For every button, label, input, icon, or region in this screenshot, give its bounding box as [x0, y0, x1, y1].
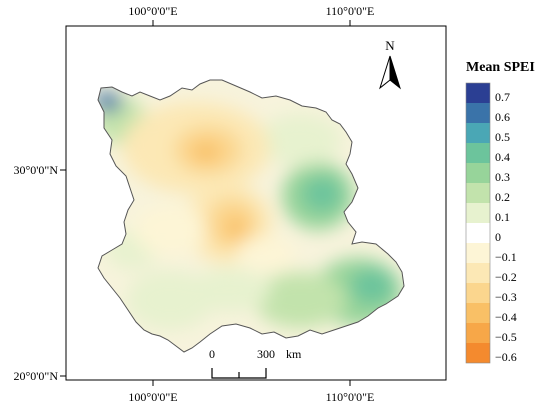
graticule-ticks: [60, 20, 351, 386]
scale-label-300: 300: [257, 347, 275, 361]
legend-label: 0.5: [495, 130, 510, 144]
legend-label: −0.2: [495, 270, 517, 284]
legend-swatches: [465, 82, 491, 364]
legend-swatch: [466, 223, 490, 243]
legend-swatch: [466, 143, 490, 163]
legend-label: 0.7: [495, 90, 510, 104]
legend-swatch: [466, 163, 490, 183]
bottom-lon-label-100: 100°0'0"E: [128, 390, 177, 404]
north-letter: N: [385, 38, 395, 53]
top-lon-label-110: 110°0'0"E: [326, 4, 375, 18]
legend-label: 0: [495, 230, 501, 244]
legend-label: 0.2: [495, 190, 510, 204]
legend-swatch: [466, 103, 490, 123]
bottom-lon-label-110: 110°0'0"E: [326, 390, 375, 404]
legend-swatch: [466, 343, 490, 363]
legend-swatch: [466, 83, 490, 103]
top-lon-label-100: 100°0'0"E: [128, 4, 177, 18]
left-lat-label-30: 30°0'0"N: [13, 163, 58, 177]
scale-label-0: 0: [209, 347, 215, 361]
legend-swatch: [466, 243, 490, 263]
legend-swatch: [466, 123, 490, 143]
north-arrow-icon: N: [379, 38, 401, 90]
legend-label: 0.3: [495, 170, 510, 184]
legend-label: 0.1: [495, 210, 510, 224]
legend-labels: 0.7 0.6 0.5 0.4 0.3 0.2 0.1 0 −0.1 −0.2 −0.3 −0.4 −0…: [495, 90, 517, 364]
legend-title: Mean SPEI: [466, 60, 535, 75]
legend-label: 0.6: [495, 110, 510, 124]
scale-bar: 0 300 km: [209, 347, 302, 379]
legend-swatch: [466, 183, 490, 203]
legend-label: −0.6: [495, 350, 517, 364]
legend-swatch: [466, 283, 490, 303]
legend-label: −0.5: [495, 330, 517, 344]
legend-label: 0.4: [495, 150, 510, 164]
legend-swatch: [466, 323, 490, 343]
left-lat-label-20: 20°0'0"N: [13, 369, 58, 383]
legend-swatch: [466, 263, 490, 283]
legend: Mean SPEI 0.7 0.6 0.5 0.4 0.3 0.2 0.1 0 −0.1 −0.2…: [465, 60, 535, 364]
legend-label: −0.3: [495, 290, 517, 304]
legend-label: −0.4: [495, 310, 517, 324]
legend-label: −0.1: [495, 250, 517, 264]
legend-ramp-frame: [465, 82, 491, 364]
legend-swatch: [466, 303, 490, 323]
scale-label-unit: km: [286, 347, 302, 361]
legend-swatch: [466, 203, 490, 223]
